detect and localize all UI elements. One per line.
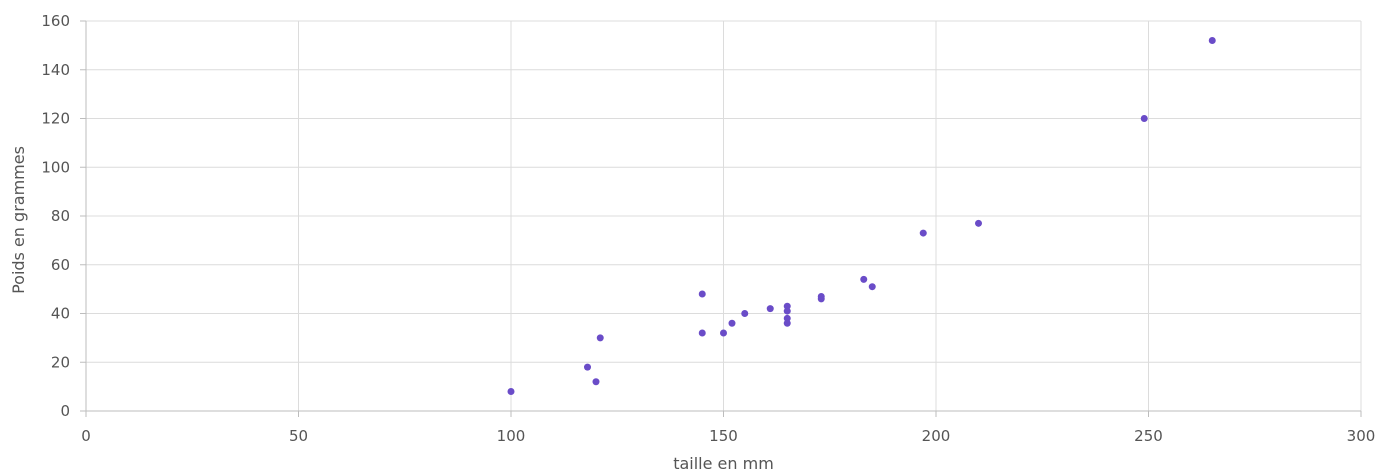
y-tick-label: 100 xyxy=(41,158,70,176)
grid xyxy=(86,20,1362,411)
data-point xyxy=(975,219,982,227)
x-axis-title: taille en mm xyxy=(673,454,774,473)
data-point xyxy=(698,290,706,298)
data-point xyxy=(919,229,927,237)
x-tick-label: 200 xyxy=(922,427,951,445)
data-point xyxy=(817,295,825,303)
data-point xyxy=(868,283,876,291)
y-tick-label: 160 xyxy=(41,12,70,30)
y-tick-label: 80 xyxy=(51,207,70,225)
y-tick-label: 20 xyxy=(51,353,70,371)
data-point xyxy=(728,319,736,327)
data-point xyxy=(783,302,791,310)
x-tick-label: 250 xyxy=(1134,427,1163,445)
y-tick-label: 140 xyxy=(41,61,70,79)
data-point xyxy=(720,329,727,337)
axes xyxy=(80,20,1362,417)
x-tick-label: 50 xyxy=(289,427,308,445)
y-tick-label: 60 xyxy=(51,256,70,274)
data-point xyxy=(698,329,706,337)
data-point xyxy=(860,275,868,283)
y-tick-label: 0 xyxy=(60,402,70,420)
data-point xyxy=(1208,37,1216,44)
x-tick-label: 0 xyxy=(81,427,91,445)
x-tick-label: 150 xyxy=(709,427,738,445)
data-point xyxy=(741,310,749,317)
y-tick-label: 120 xyxy=(41,110,70,128)
y-tick-label: 40 xyxy=(51,305,70,323)
data-point xyxy=(766,305,774,313)
data-point xyxy=(783,319,791,327)
data-point xyxy=(592,378,600,386)
y-axis-title: Poids en grammes xyxy=(9,146,28,294)
data-point xyxy=(783,307,791,315)
x-tick-label: 300 xyxy=(1347,427,1376,445)
data-point xyxy=(507,388,515,395)
data-point xyxy=(584,363,591,371)
tick-labels: 0 50 100 150 200 250 300 0 20 40 60 80 100 120 140 160 xyxy=(41,12,1375,445)
data-point xyxy=(1140,115,1148,122)
data-point xyxy=(783,314,791,322)
x-tick-label: 100 xyxy=(497,427,526,445)
data-points xyxy=(507,37,1216,395)
data-point xyxy=(596,334,604,342)
